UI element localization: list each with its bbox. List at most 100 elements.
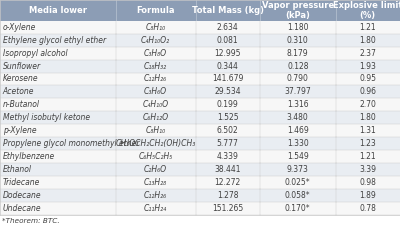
Bar	[0, 72, 116, 85]
Text: 1.330: 1.330	[287, 139, 309, 148]
Bar	[260, 150, 336, 163]
Text: 1.549: 1.549	[287, 152, 309, 161]
Bar	[116, 163, 196, 176]
Text: 1.80: 1.80	[360, 36, 376, 45]
Text: 0.96: 0.96	[359, 87, 376, 96]
Bar	[260, 0, 336, 21]
Text: 141.679: 141.679	[212, 74, 244, 84]
Bar	[116, 47, 196, 60]
Text: C₆H₁₂O: C₆H₁₂O	[142, 113, 169, 122]
Text: 2.634: 2.634	[217, 23, 239, 32]
Bar	[260, 202, 336, 215]
Bar	[116, 85, 196, 98]
Text: 0.98: 0.98	[359, 178, 376, 187]
Text: Sunflower: Sunflower	[3, 62, 41, 71]
Text: 2.70: 2.70	[359, 100, 376, 109]
Bar	[0, 0, 116, 21]
Text: C₁₃H₂₈: C₁₃H₂₈	[144, 178, 167, 187]
Bar	[336, 111, 400, 124]
Text: 8.179: 8.179	[287, 49, 308, 58]
Text: 0.95: 0.95	[359, 74, 376, 84]
Text: Ethylene glycol ethyl ether: Ethylene glycol ethyl ether	[3, 36, 106, 45]
Text: *Theorem: BTC.: *Theorem: BTC.	[2, 218, 59, 224]
Bar	[196, 124, 260, 137]
Bar	[0, 202, 116, 215]
Bar	[196, 60, 260, 72]
Bar	[336, 163, 400, 176]
Text: 1.89: 1.89	[360, 191, 376, 200]
Bar	[196, 111, 260, 124]
Text: 1.93: 1.93	[359, 62, 376, 71]
Bar	[196, 34, 260, 47]
Text: 1.525: 1.525	[217, 113, 238, 122]
Text: 38.441: 38.441	[214, 165, 241, 174]
Text: Ethylbenzene: Ethylbenzene	[3, 152, 55, 161]
Bar	[196, 163, 260, 176]
Text: 0.199: 0.199	[217, 100, 239, 109]
Bar	[116, 34, 196, 47]
Text: 2.37: 2.37	[359, 49, 376, 58]
Text: C₆H₅C₂H₅: C₆H₅C₂H₅	[138, 152, 173, 161]
Text: C₃H₈O: C₃H₈O	[144, 49, 167, 58]
Bar	[196, 72, 260, 85]
Text: Formula: Formula	[136, 6, 175, 15]
Bar	[260, 189, 336, 202]
Bar	[0, 189, 116, 202]
Text: 1.31: 1.31	[360, 126, 376, 135]
Bar	[0, 21, 116, 34]
Text: Undecane: Undecane	[3, 204, 42, 212]
Text: n-Butanol: n-Butanol	[3, 100, 40, 109]
Text: Acetone: Acetone	[3, 87, 34, 96]
Text: C₁₈H₃₂: C₁₈H₃₂	[144, 62, 167, 71]
Text: C₄H₁₀O₂: C₄H₁₀O₂	[141, 36, 170, 45]
Bar	[260, 137, 336, 150]
Bar	[0, 47, 116, 60]
Text: Explosive limit
(%): Explosive limit (%)	[333, 1, 400, 20]
Bar	[0, 163, 116, 176]
Bar	[196, 137, 260, 150]
Bar	[116, 202, 196, 215]
Bar	[0, 176, 116, 189]
Bar	[0, 150, 116, 163]
Text: C₄H₁₀O: C₄H₁₀O	[142, 100, 169, 109]
Bar	[336, 85, 400, 98]
Text: 29.534: 29.534	[214, 87, 241, 96]
Bar	[116, 21, 196, 34]
Bar	[260, 85, 336, 98]
Text: Isopropyl alcohol: Isopropyl alcohol	[3, 49, 68, 58]
Text: C₃H₆O: C₃H₆O	[144, 87, 167, 96]
Bar	[116, 0, 196, 21]
Bar	[260, 98, 336, 111]
Text: C₂H₆O: C₂H₆O	[144, 165, 167, 174]
Text: CH₃OCH₂CH₂(OH)CH₃: CH₃OCH₂CH₂(OH)CH₃	[116, 139, 196, 148]
Text: 151.265: 151.265	[212, 204, 244, 212]
Text: 37.797: 37.797	[284, 87, 311, 96]
Bar	[336, 72, 400, 85]
Bar	[260, 163, 336, 176]
Text: Total Mass (kg): Total Mass (kg)	[192, 6, 264, 15]
Text: Methyl isobutyl ketone: Methyl isobutyl ketone	[3, 113, 90, 122]
Text: 1.316: 1.316	[287, 100, 308, 109]
Text: 3.480: 3.480	[287, 113, 309, 122]
Bar	[116, 60, 196, 72]
Text: 12.272: 12.272	[215, 178, 241, 187]
Text: C₈H₁₀: C₈H₁₀	[146, 23, 166, 32]
Text: Media lower: Media lower	[29, 6, 87, 15]
Text: C₁₂H₂₆: C₁₂H₂₆	[144, 191, 167, 200]
Text: 0.128: 0.128	[287, 62, 308, 71]
Text: Kerosene: Kerosene	[3, 74, 38, 84]
Bar	[260, 60, 336, 72]
Bar	[196, 21, 260, 34]
Bar	[0, 111, 116, 124]
Bar	[116, 124, 196, 137]
Bar	[0, 60, 116, 72]
Text: 5.777: 5.777	[217, 139, 239, 148]
Text: 1.21: 1.21	[360, 152, 376, 161]
Text: 0.78: 0.78	[359, 204, 376, 212]
Bar	[196, 85, 260, 98]
Bar	[260, 47, 336, 60]
Bar	[196, 189, 260, 202]
Text: 0.790: 0.790	[287, 74, 309, 84]
Text: 1.469: 1.469	[287, 126, 309, 135]
Text: 1.80: 1.80	[360, 113, 376, 122]
